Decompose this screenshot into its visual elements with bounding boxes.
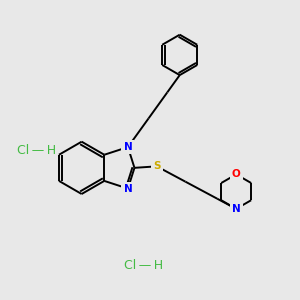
Text: N: N (124, 184, 132, 194)
Text: O: O (232, 169, 241, 179)
Text: N: N (232, 204, 241, 214)
Text: Cl — H: Cl — H (124, 260, 164, 272)
Text: S: S (153, 161, 160, 171)
Text: N: N (124, 142, 132, 152)
Text: Cl — H: Cl — H (17, 143, 57, 157)
